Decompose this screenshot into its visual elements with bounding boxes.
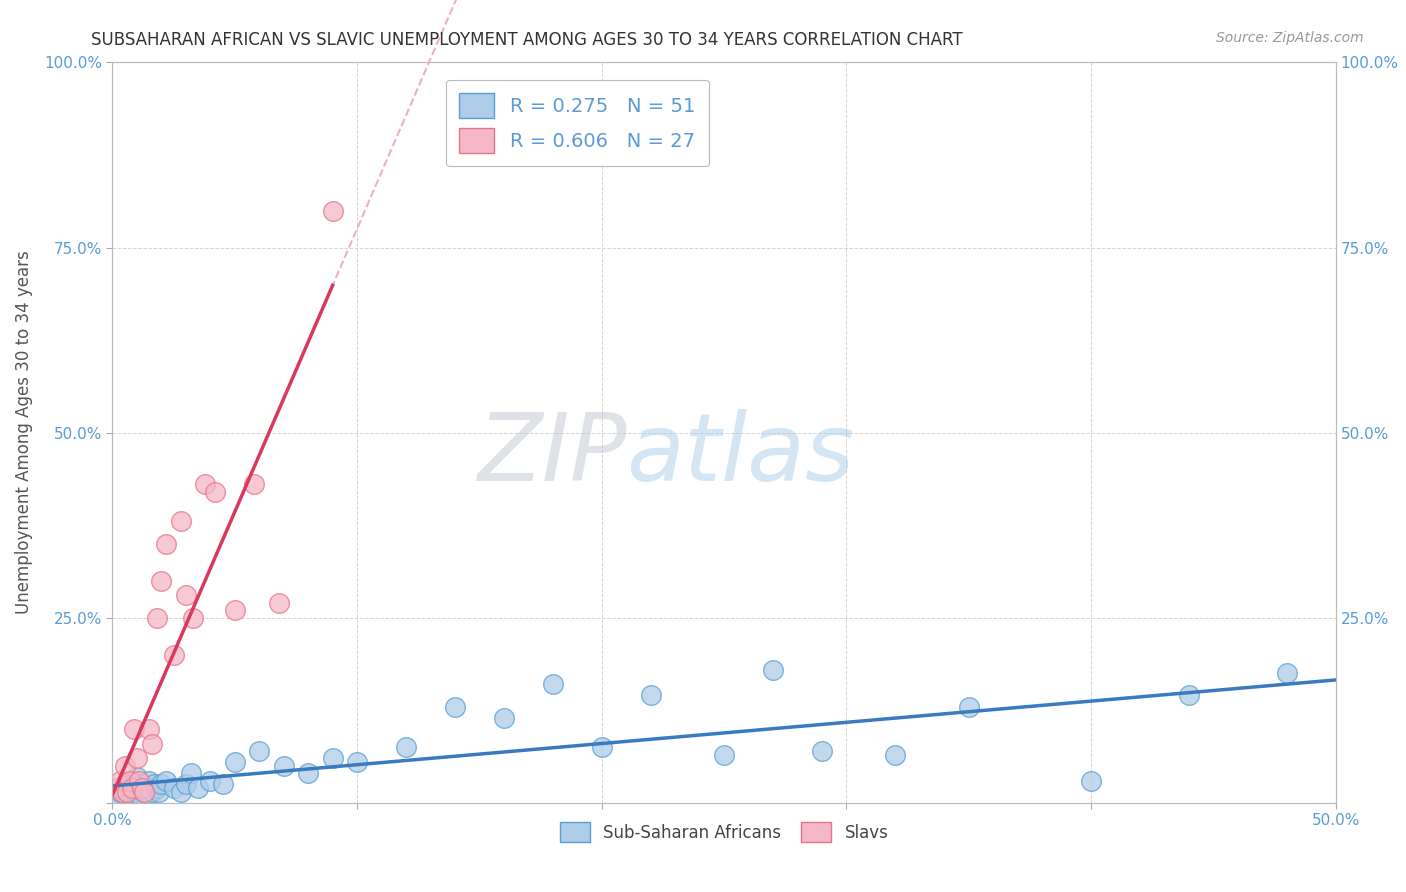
Point bbox=[145, 610, 167, 624]
Point bbox=[247, 744, 270, 758]
Point bbox=[150, 777, 173, 791]
Point bbox=[163, 780, 186, 795]
Point bbox=[138, 722, 160, 736]
Point bbox=[128, 773, 150, 788]
Point bbox=[111, 780, 134, 795]
Point bbox=[125, 780, 148, 795]
Point bbox=[155, 773, 177, 788]
Point bbox=[211, 777, 233, 791]
Point bbox=[180, 766, 202, 780]
Point bbox=[762, 663, 785, 677]
Point bbox=[155, 536, 177, 550]
Point bbox=[1178, 689, 1201, 703]
Point bbox=[115, 785, 138, 799]
Text: SUBSAHARAN AFRICAN VS SLAVIC UNEMPLOYMENT AMONG AGES 30 TO 34 YEARS CORRELATION : SUBSAHARAN AFRICAN VS SLAVIC UNEMPLOYMEN… bbox=[91, 31, 963, 49]
Point bbox=[121, 780, 143, 795]
Point bbox=[131, 780, 153, 795]
Point bbox=[884, 747, 907, 762]
Point bbox=[224, 603, 246, 617]
Point bbox=[187, 780, 209, 795]
Point bbox=[200, 773, 222, 788]
Point bbox=[131, 777, 153, 791]
Text: Source: ZipAtlas.com: Source: ZipAtlas.com bbox=[1216, 31, 1364, 45]
Point bbox=[141, 737, 163, 751]
Point bbox=[395, 740, 418, 755]
Point bbox=[150, 574, 173, 588]
Point bbox=[135, 780, 157, 795]
Point bbox=[108, 785, 131, 799]
Point bbox=[170, 785, 193, 799]
Point bbox=[148, 785, 170, 799]
Text: atlas: atlas bbox=[626, 409, 855, 500]
Y-axis label: Unemployment Among Ages 30 to 34 years: Unemployment Among Ages 30 to 34 years bbox=[15, 251, 32, 615]
Point bbox=[121, 789, 143, 803]
Point bbox=[121, 773, 143, 788]
Point bbox=[1080, 773, 1102, 788]
Point bbox=[118, 773, 141, 788]
Point bbox=[138, 773, 160, 788]
Point bbox=[1275, 666, 1298, 681]
Point bbox=[181, 610, 204, 624]
Point bbox=[125, 770, 148, 784]
Point bbox=[346, 755, 368, 769]
Point bbox=[108, 773, 131, 788]
Point bbox=[124, 785, 146, 799]
Point bbox=[957, 699, 980, 714]
Point bbox=[713, 747, 735, 762]
Point bbox=[134, 785, 156, 799]
Point bbox=[114, 789, 136, 803]
Point bbox=[118, 780, 141, 795]
Point bbox=[224, 755, 246, 769]
Point bbox=[114, 758, 136, 772]
Point bbox=[297, 766, 319, 780]
Point bbox=[591, 740, 613, 755]
Point bbox=[322, 751, 344, 765]
Point bbox=[322, 203, 344, 218]
Point bbox=[541, 677, 564, 691]
Point bbox=[105, 780, 128, 795]
Point bbox=[273, 758, 295, 772]
Point bbox=[163, 648, 186, 662]
Point bbox=[204, 484, 226, 499]
Point bbox=[128, 789, 150, 803]
Point bbox=[145, 780, 167, 795]
Point bbox=[114, 777, 136, 791]
Point bbox=[134, 785, 156, 799]
Point bbox=[115, 785, 138, 799]
Text: ZIP: ZIP bbox=[477, 409, 626, 500]
Point bbox=[143, 777, 166, 791]
Point bbox=[105, 789, 128, 803]
Point bbox=[174, 777, 197, 791]
Point bbox=[243, 477, 266, 491]
Point bbox=[170, 515, 193, 529]
Point bbox=[141, 785, 163, 799]
Point bbox=[640, 689, 662, 703]
Point bbox=[267, 596, 290, 610]
Point bbox=[174, 589, 197, 603]
Point bbox=[811, 744, 834, 758]
Point bbox=[125, 751, 148, 765]
Point bbox=[194, 477, 217, 491]
Legend: Sub-Saharan Africans, Slavs: Sub-Saharan Africans, Slavs bbox=[551, 814, 897, 850]
Point bbox=[124, 722, 146, 736]
Point bbox=[492, 711, 515, 725]
Point bbox=[138, 789, 160, 803]
Point bbox=[111, 785, 134, 799]
Point bbox=[444, 699, 467, 714]
